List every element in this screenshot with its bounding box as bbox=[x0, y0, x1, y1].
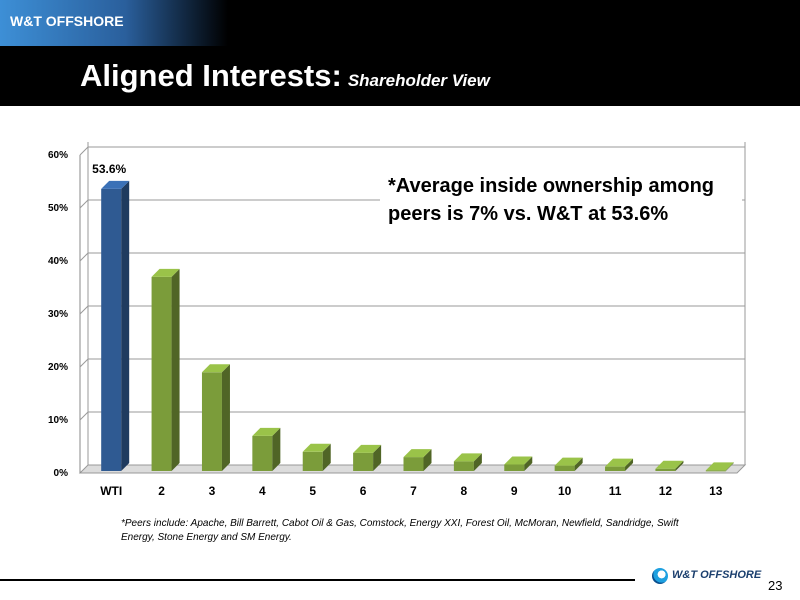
y-tick-label: 60% bbox=[48, 150, 68, 161]
x-tick-label: 4 bbox=[259, 484, 266, 498]
bar-top bbox=[655, 460, 684, 469]
bar-side bbox=[171, 268, 180, 471]
bar-top bbox=[705, 462, 734, 471]
data-label: 53.6% bbox=[92, 162, 126, 176]
bar-layer bbox=[101, 180, 734, 472]
x-tick-label: 13 bbox=[709, 484, 723, 498]
bar-front bbox=[151, 276, 172, 471]
bar-side bbox=[221, 364, 230, 471]
bar-front bbox=[353, 452, 374, 471]
bar-9 bbox=[504, 456, 533, 471]
gridline-diag bbox=[79, 252, 89, 262]
y-tick-label: 40% bbox=[48, 256, 68, 267]
gridline-diag bbox=[79, 411, 89, 421]
x-tick-label: 10 bbox=[558, 484, 572, 498]
company-logo: W&T OFFSHORE bbox=[652, 566, 761, 586]
brand-tab: W&T OFFSHORE bbox=[0, 0, 228, 46]
bar-top bbox=[151, 268, 180, 277]
x-tick-label: WTI bbox=[100, 484, 122, 498]
y-tick-label: 0% bbox=[54, 468, 69, 479]
bar-13 bbox=[705, 462, 734, 472]
bar-side bbox=[625, 458, 634, 471]
title-main: Aligned Interests: bbox=[80, 58, 342, 93]
footer-divider bbox=[0, 579, 635, 581]
bar-side bbox=[574, 457, 583, 471]
gridline-diag bbox=[79, 305, 89, 315]
bar-front bbox=[302, 451, 323, 471]
bar-11 bbox=[605, 458, 634, 471]
gridline-diag bbox=[79, 199, 89, 209]
bar-side bbox=[121, 180, 130, 472]
bar-6 bbox=[353, 444, 382, 471]
y-tick-label: 10% bbox=[48, 415, 68, 426]
bar-side bbox=[272, 427, 281, 471]
bar-side bbox=[524, 456, 533, 471]
bar-WTI bbox=[101, 180, 130, 472]
bar-12 bbox=[655, 460, 684, 471]
footnote: *Peers include: Apache, Bill Barrett, Ca… bbox=[121, 518, 679, 543]
gridline-diag bbox=[79, 358, 89, 368]
bar-front bbox=[201, 372, 222, 471]
bar-top bbox=[353, 444, 382, 453]
header-bar: W&T OFFSHORE Aligned Interests: Sharehold… bbox=[0, 0, 800, 106]
bar-front bbox=[453, 461, 474, 471]
x-tick-label: 6 bbox=[360, 484, 367, 498]
bar-3 bbox=[201, 364, 230, 471]
bar-8 bbox=[453, 453, 482, 471]
bar-side bbox=[675, 460, 684, 471]
bar-side bbox=[725, 462, 734, 471]
bar-top bbox=[605, 458, 634, 467]
bar-top bbox=[504, 456, 533, 465]
x-tick-label: 12 bbox=[659, 484, 673, 498]
x-tick-label: 3 bbox=[209, 484, 216, 498]
bar-2 bbox=[151, 268, 180, 471]
bar-front bbox=[554, 465, 575, 471]
grid-layer bbox=[78, 142, 747, 474]
logo-text: W&T OFFSHORE bbox=[672, 569, 762, 581]
bar-side bbox=[423, 449, 432, 471]
bar-5 bbox=[302, 443, 331, 471]
bar-front bbox=[403, 457, 424, 471]
bar-front bbox=[101, 188, 122, 472]
y-tick-label: 20% bbox=[48, 362, 68, 373]
brand-label: W&T OFFSHORE bbox=[10, 13, 124, 29]
bar-side bbox=[373, 444, 382, 471]
bar-4 bbox=[252, 427, 281, 471]
bar-top bbox=[403, 449, 432, 458]
y-tick-label: 50% bbox=[48, 203, 68, 214]
bar-10 bbox=[554, 457, 583, 471]
x-tick-label: 2 bbox=[158, 484, 165, 498]
bar-top bbox=[101, 180, 130, 189]
ownership-bar-chart: 0% 10% 20% 30% 40% 50% 60% WTI 53.6% 2 3 4 5 6 7 8 9 10 11… bbox=[48, 142, 747, 498]
bar-side bbox=[322, 443, 331, 471]
bar-top bbox=[453, 453, 482, 462]
bar-top bbox=[252, 427, 281, 436]
x-tick-label: 11 bbox=[609, 484, 622, 498]
logo-swirl-icon bbox=[652, 568, 668, 584]
annotation-layer: *Average inside ownership among peers is … bbox=[380, 170, 742, 236]
bar-front bbox=[705, 470, 726, 472]
x-tick-label: 9 bbox=[511, 484, 518, 498]
bar-front bbox=[504, 464, 525, 471]
bar-side bbox=[473, 453, 482, 471]
bar-top bbox=[201, 364, 230, 373]
annotation-line: peers is 7% vs. W&T at 53.6% bbox=[388, 203, 668, 225]
title-sub: Shareholder View bbox=[347, 71, 490, 90]
label-layer: 0% 10% 20% 30% 40% 50% 60% WTI 53.6% 2 3 4 5 6 7 8 9 10 11… bbox=[48, 150, 723, 498]
bar-top bbox=[302, 443, 331, 452]
x-tick-label: 8 bbox=[461, 484, 468, 498]
page-number: 23 bbox=[768, 578, 783, 593]
bar-7 bbox=[403, 449, 432, 471]
annotation-line: *Average inside ownership among bbox=[388, 175, 714, 197]
bar-top bbox=[554, 457, 583, 466]
x-tick-label: 5 bbox=[309, 484, 316, 498]
y-tick-label: 30% bbox=[48, 309, 68, 320]
bar-front bbox=[655, 468, 676, 471]
gridline-diag bbox=[79, 146, 89, 156]
bar-front bbox=[605, 466, 626, 471]
annotation-backdrop bbox=[380, 170, 742, 236]
bar-front bbox=[252, 435, 273, 471]
x-tick-label: 7 bbox=[410, 484, 417, 498]
slide-title: Aligned Interests: Shareholder View bbox=[80, 58, 490, 94]
